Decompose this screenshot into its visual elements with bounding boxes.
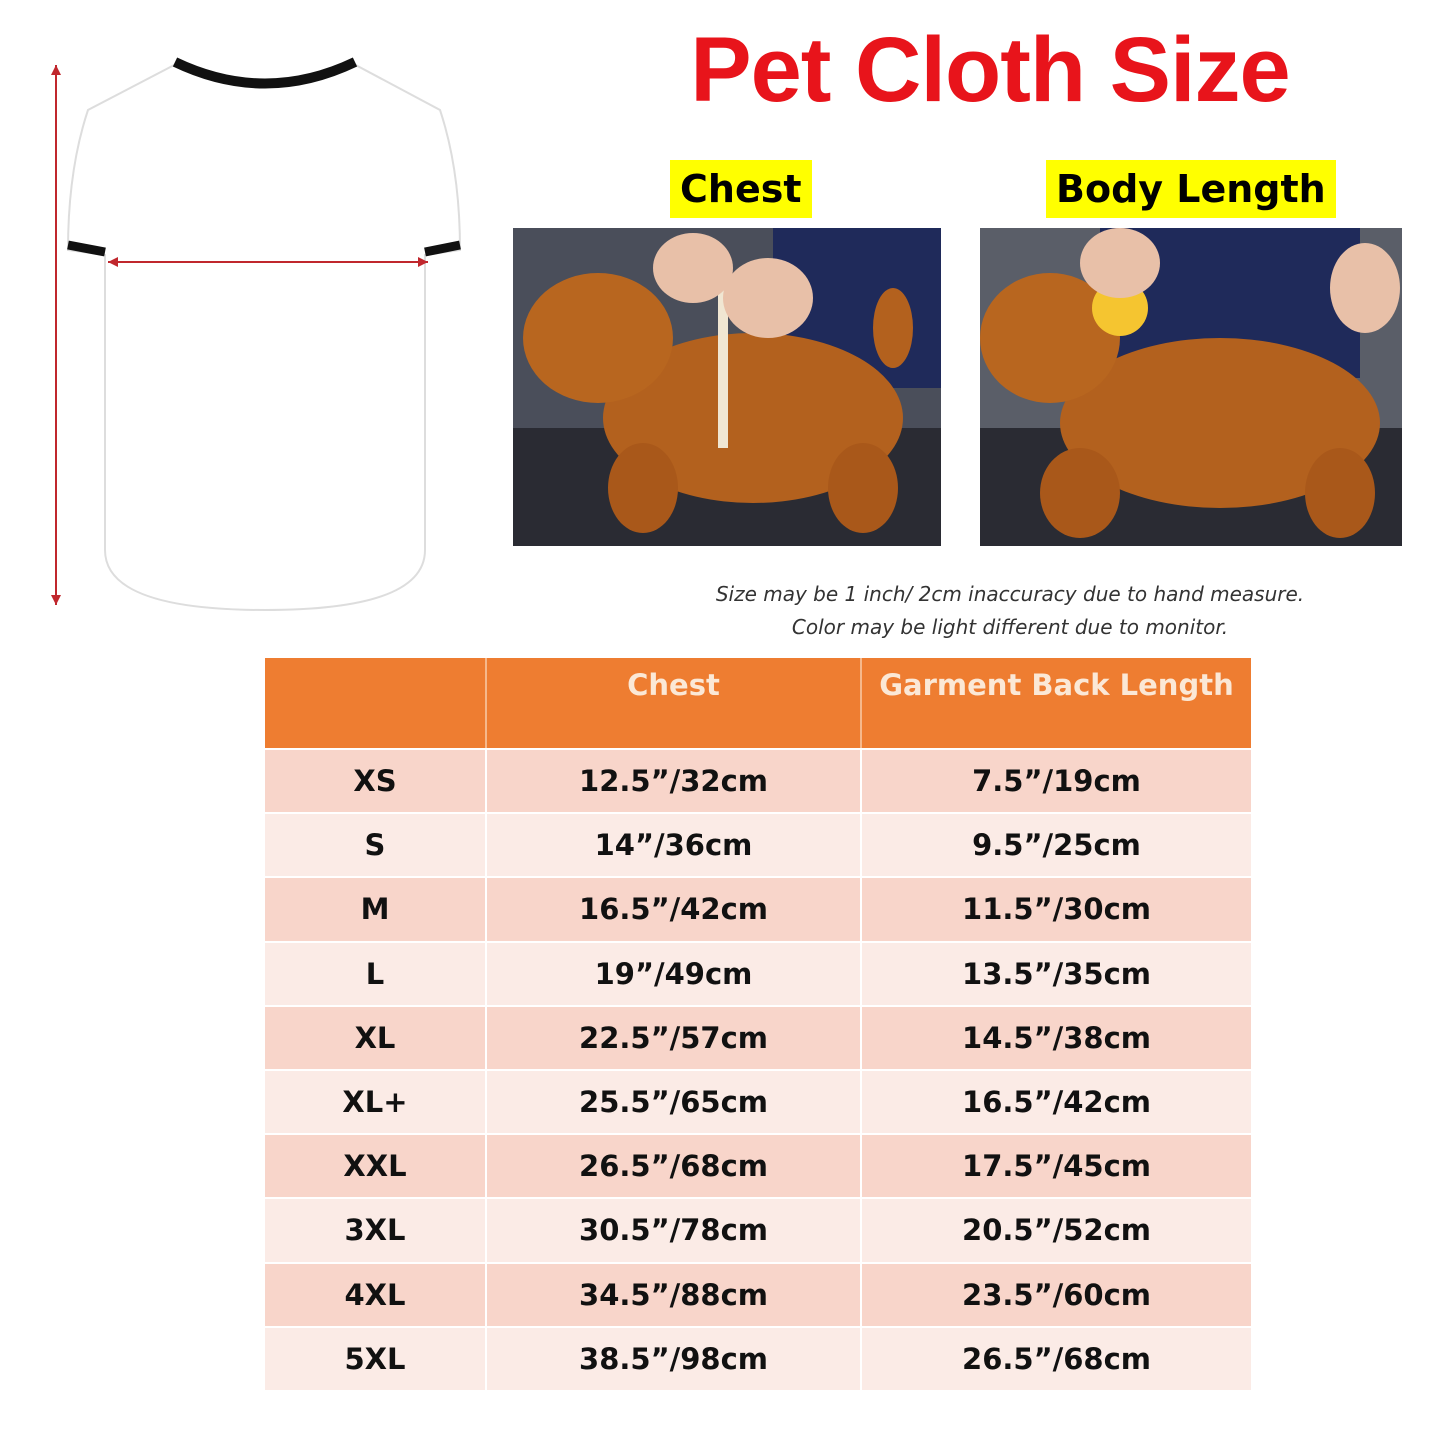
back-length-cell: 9.5”/25cm: [972, 828, 1141, 863]
back-length-cell: 11.5”/30cm: [962, 892, 1151, 927]
chest-cell: 16.5”/42cm: [487, 878, 862, 941]
chest-cell: 22.5”/57cm: [487, 1006, 862, 1069]
header-chest: Chest: [487, 658, 862, 748]
table-row: L 19”/49cm 13.5”/35cm: [265, 940, 1251, 1005]
page-title: Pet Cloth Size: [690, 19, 1290, 121]
note-color: Color may be light different due to moni…: [791, 615, 1229, 639]
table-row: S 14”/36cm 9.5”/25cm: [265, 812, 1251, 877]
back-length-cell: 20.5”/52cm: [962, 1213, 1151, 1248]
size-cell: XXL: [265, 1135, 487, 1198]
size-cell: XL: [265, 1006, 487, 1069]
chest-cell: 34.5”/88cm: [487, 1263, 862, 1326]
size-cell: S: [265, 814, 487, 877]
size-cell: L: [265, 942, 487, 1005]
size-cell: M: [265, 878, 487, 941]
back-length-cell: 16.5”/42cm: [962, 1085, 1151, 1120]
back-length-cell: 13.5”/35cm: [962, 956, 1151, 991]
size-cell: 3XL: [265, 1199, 487, 1262]
table-row: 3XL 30.5”/78cm 20.5”/52cm: [265, 1197, 1251, 1262]
back-length-cell: 26.5”/68cm: [962, 1341, 1151, 1376]
table-row: 5XL 38.5”/98cm 26.5”/68cm: [265, 1325, 1251, 1390]
table-row: XL+ 25.5”/65cm 16.5”/42cm: [265, 1068, 1251, 1134]
chest-cell: 26.5”/68cm: [487, 1135, 862, 1198]
chest-label: Chest: [670, 160, 812, 218]
size-table: Chest Garment Back Length XS 12.5”/32cm 7.…: [265, 658, 1251, 1390]
disclaimer: Size may be 1 inch/ 2cm inaccuracy due t…: [640, 578, 1380, 644]
table-row: XXL 26.5”/68cm 17.5”/45cm: [265, 1133, 1251, 1198]
chest-cell: 12.5”/32cm: [487, 750, 862, 813]
chest-measure-photo: [513, 228, 941, 546]
chest-cell: 25.5”/65cm: [487, 1070, 862, 1134]
back-length-cell: 7.5”/19cm: [972, 764, 1141, 799]
back-length-cell: 17.5”/45cm: [962, 1149, 1151, 1184]
note-accuracy: Size may be 1 inch/ 2cm inaccuracy due t…: [715, 582, 1305, 606]
size-cell: 4XL: [265, 1263, 487, 1326]
size-cell: XS: [265, 750, 487, 813]
header-size: [265, 658, 487, 748]
chest-cell: 14”/36cm: [487, 814, 862, 877]
back-length-cell: 23.5”/60cm: [962, 1277, 1151, 1312]
table-row: XL 22.5”/57cm 14.5”/38cm: [265, 1004, 1251, 1069]
header-back-length: Garment Back Length: [879, 668, 1234, 702]
chest-cell: 38.5”/98cm: [487, 1327, 862, 1390]
table-row: M 16.5”/42cm 11.5”/30cm: [265, 876, 1251, 941]
body-length-measure-photo: [980, 228, 1402, 546]
table-header: Chest Garment Back Length: [265, 658, 1251, 748]
size-cell: XL+: [265, 1070, 487, 1134]
chest-cell: 19”/49cm: [487, 942, 862, 1005]
table-row: XS 12.5”/32cm 7.5”/19cm: [265, 748, 1251, 813]
chest-cell: 30.5”/78cm: [487, 1199, 862, 1262]
body-length-label: Body Length: [1046, 160, 1336, 218]
shirt-illustration: [51, 57, 462, 612]
table-row: 4XL 34.5”/88cm 23.5”/60cm: [265, 1261, 1251, 1326]
size-cell: 5XL: [265, 1327, 487, 1390]
back-length-cell: 14.5”/38cm: [962, 1020, 1151, 1055]
